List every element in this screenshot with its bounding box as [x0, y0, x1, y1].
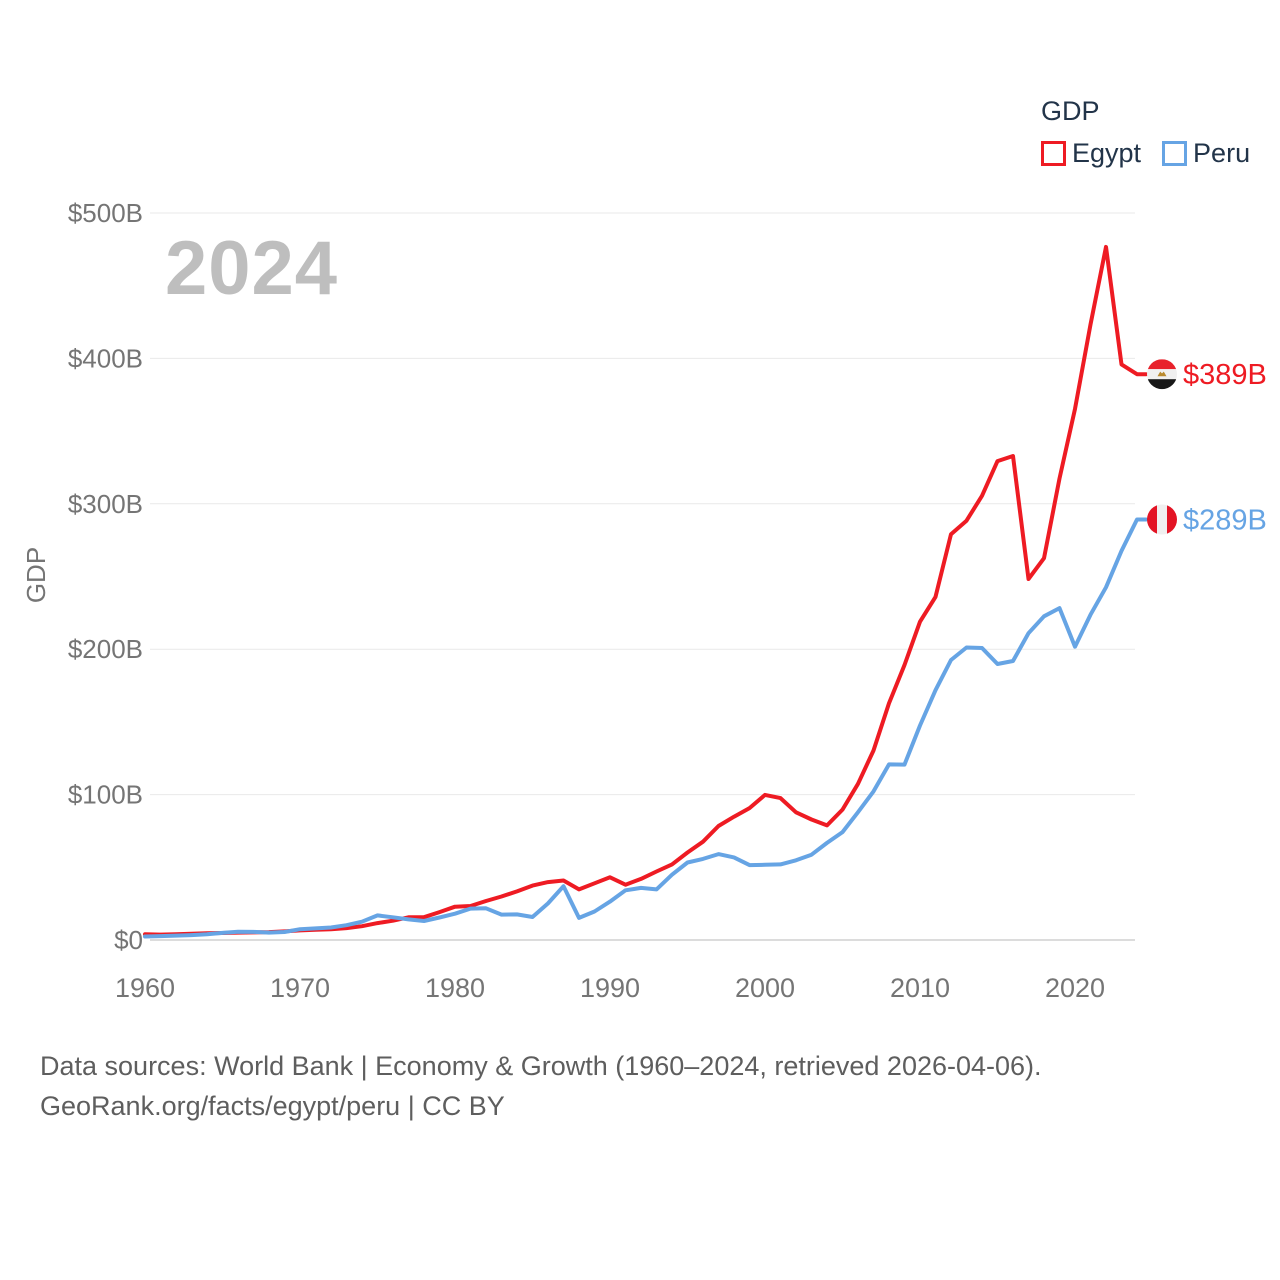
egypt-legend-label: Egypt [1072, 138, 1142, 168]
peru-value-label: $289B [1183, 505, 1267, 537]
egypt-line [143, 244, 1148, 937]
egypt-legend-swatch [1041, 141, 1066, 166]
egypt-flag-icon [1147, 359, 1177, 390]
x-tick-label: 2000 [735, 973, 795, 1003]
grid-layer: $0 $100B $200B $300B $400B $500B 1960 1970 1980 1… [68, 198, 1135, 1003]
peru-legend-swatch [1162, 141, 1188, 166]
peru-line [143, 517, 1148, 939]
y-tick-label: $500B [68, 198, 143, 228]
series-layer [143, 244, 1148, 939]
legend-items: Egypt Peru [1041, 138, 1250, 169]
y-tick-label: $100B [68, 780, 143, 810]
georank-url-line: GeoRank.org/facts/egypt/peru | CC BY [40, 1091, 505, 1121]
x-tick-label: 2010 [890, 973, 950, 1003]
x-tick-label: 1980 [425, 973, 485, 1003]
year-watermark: 2024 [165, 226, 339, 311]
y-tick-label: $200B [68, 634, 143, 664]
y-tick-label: $400B [68, 343, 143, 373]
x-tick-label: 1990 [580, 973, 640, 1003]
peru-flag-icon [1147, 504, 1177, 535]
y-axis-title: GDP [21, 547, 51, 603]
x-tick-label: 1970 [270, 973, 330, 1003]
peru-legend-label: Peru [1193, 138, 1251, 168]
x-tick-label: 2020 [1045, 973, 1105, 1003]
egypt-value-label: $389B [1183, 359, 1267, 391]
y-tick-label: $0 [114, 925, 143, 955]
x-tick-label: 1960 [115, 973, 175, 1003]
data-sources-line: Data sources: World Bank | Economy & Gro… [40, 1051, 1042, 1081]
attribution-footer: Data sources: World Bank | Economy & Gro… [40, 1046, 1042, 1126]
y-tick-label: $300B [68, 489, 143, 519]
legend-item-egypt[interactable]: Egypt [1041, 138, 1141, 169]
legend: GDP Egypt Peru [1041, 96, 1250, 169]
legend-item-peru[interactable]: Peru [1162, 138, 1250, 169]
legend-title: GDP [1041, 96, 1100, 126]
